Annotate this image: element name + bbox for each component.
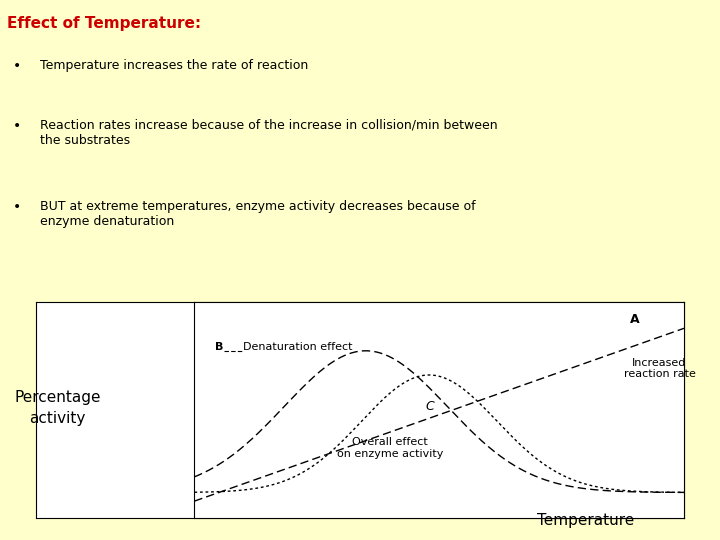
Text: BUT at extreme temperatures, enzyme activity decreases because of
enzyme denatur: BUT at extreme temperatures, enzyme acti…	[40, 200, 475, 228]
Text: C: C	[425, 400, 433, 413]
Text: Temperature: Temperature	[537, 513, 635, 528]
Text: •: •	[13, 119, 21, 133]
Text: A: A	[630, 313, 640, 326]
Text: •: •	[13, 200, 21, 214]
Text: Temperature increases the rate of reaction: Temperature increases the rate of reacti…	[40, 59, 308, 72]
Text: Overall effect
on enzyme activity: Overall effect on enzyme activity	[337, 437, 444, 459]
Text: Effect of Temperature:: Effect of Temperature:	[7, 16, 202, 31]
Text: Reaction rates increase because of the increase in collision/min between
the sub: Reaction rates increase because of the i…	[40, 119, 498, 147]
Text: •: •	[13, 59, 21, 73]
Text: Increased
reaction rate: Increased reaction rate	[624, 357, 696, 379]
Text: Percentage
activity: Percentage activity	[14, 390, 101, 426]
Text: Denaturation effect: Denaturation effect	[243, 342, 353, 352]
Text: B: B	[215, 342, 223, 352]
